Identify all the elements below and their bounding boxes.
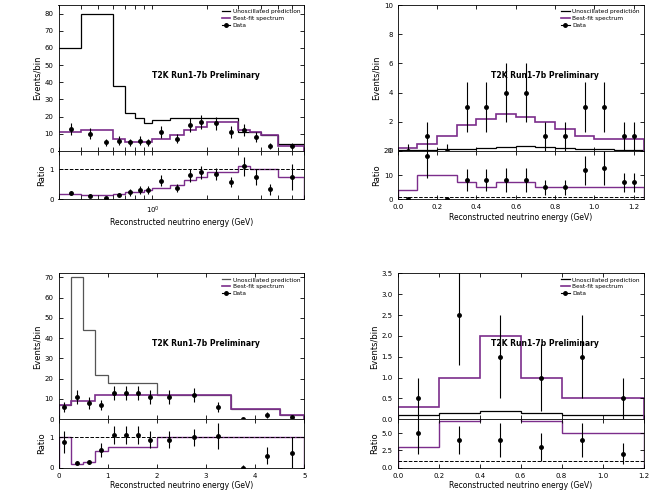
Y-axis label: Ratio: Ratio: [37, 164, 46, 186]
Legend: Unoscillated prediction, Best-fit spectrum, Data: Unoscillated prediction, Best-fit spectr…: [560, 8, 641, 29]
Y-axis label: Events/bin: Events/bin: [370, 324, 379, 369]
Y-axis label: Ratio: Ratio: [370, 433, 379, 454]
Text: T2K Run1-7b Preliminary: T2K Run1-7b Preliminary: [152, 339, 260, 348]
X-axis label: Reconstructed neutrino energy (GeV): Reconstructed neutrino energy (GeV): [110, 218, 253, 227]
Legend: Unoscillated prediction, Best-fit spectrum, Data: Unoscillated prediction, Best-fit spectr…: [220, 8, 302, 29]
X-axis label: Reconstructed neutrino energy (GeV): Reconstructed neutrino energy (GeV): [110, 481, 253, 490]
X-axis label: Reconstructed neutrino energy (GeV): Reconstructed neutrino energy (GeV): [449, 213, 592, 222]
Y-axis label: Events/bin: Events/bin: [372, 56, 381, 100]
Y-axis label: Events/bin: Events/bin: [33, 324, 42, 369]
Y-axis label: Ratio: Ratio: [37, 433, 46, 454]
Y-axis label: Ratio: Ratio: [372, 164, 381, 186]
Legend: Unoscillated prediction, Best-fit spectrum, Data: Unoscillated prediction, Best-fit spectr…: [560, 276, 641, 297]
Text: T2K Run1-7b Preliminary: T2K Run1-7b Preliminary: [491, 339, 599, 348]
X-axis label: Reconstructed neutrino energy (GeV): Reconstructed neutrino energy (GeV): [449, 481, 592, 490]
Text: T2K Run1-7b Preliminary: T2K Run1-7b Preliminary: [491, 70, 599, 79]
Legend: Unoscillated prediction, Best-fit spectrum, Data: Unoscillated prediction, Best-fit spectr…: [220, 276, 302, 297]
Y-axis label: Events/bin: Events/bin: [33, 56, 42, 100]
Text: T2K Run1-7b Preliminary: T2K Run1-7b Preliminary: [152, 70, 260, 79]
